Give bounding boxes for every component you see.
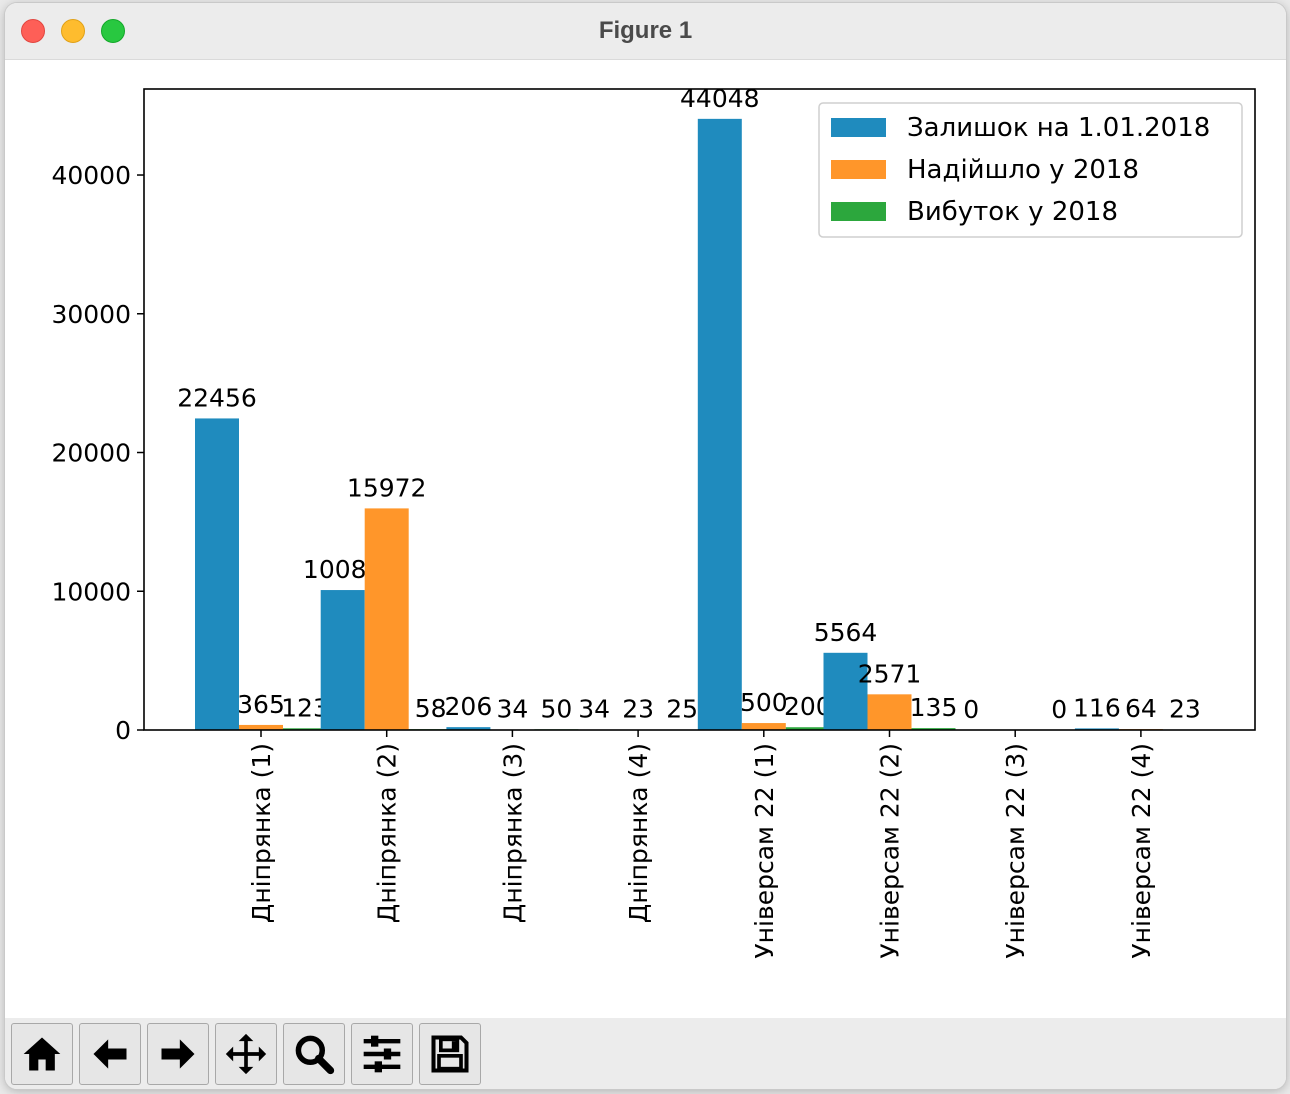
title-bar: Figure 1 [5, 3, 1286, 60]
bar-value-label: 50 [540, 694, 572, 723]
legend-swatch [831, 118, 886, 137]
forward-button[interactable] [147, 1023, 209, 1085]
bar-value-label: 23 [622, 695, 654, 724]
x-tick-label: Дніпрянка (1) [247, 743, 276, 923]
figure-window: Figure 1 0 10000 20000 30000 40000 22456 365 12… [5, 3, 1286, 1089]
bar [785, 727, 830, 730]
legend-label: Надійшло у 2018 [907, 155, 1139, 185]
x-tick-label: Дніпрянка (4) [624, 743, 653, 923]
legend-box [818, 102, 1243, 238]
y-tick-label: 20000 [51, 439, 131, 468]
move-icon [225, 1033, 267, 1075]
x-tick-label: Дніпрянка (3) [498, 743, 527, 923]
minimize-window-button[interactable] [61, 19, 85, 43]
bar-value-label: 0 [1051, 695, 1067, 724]
maximize-window-button[interactable] [101, 19, 125, 43]
bar [697, 118, 742, 730]
floppy-disk-icon [431, 1035, 469, 1073]
bar [823, 652, 868, 730]
bar [446, 727, 491, 730]
arrow-right-icon [161, 1039, 195, 1069]
bar [1074, 728, 1119, 730]
bar-value-label: 2571 [858, 659, 922, 688]
x-tick-label: Універсам 22 (3) [1001, 743, 1030, 959]
bar-value-label: 500 [740, 688, 788, 717]
y-tick-label: 30000 [51, 300, 131, 329]
bar-value-label: 34 [578, 695, 610, 724]
sliders-icon [363, 1035, 401, 1073]
bar-value-label: 34 [496, 695, 528, 724]
bar-value-label: 0 [963, 695, 979, 724]
bar-value-label: 25 [666, 695, 698, 724]
y-tick-label: 40000 [51, 161, 131, 190]
legend-swatch [831, 202, 886, 221]
bar-value-label: 22456 [177, 383, 257, 412]
close-window-button[interactable] [21, 19, 45, 43]
bar-chart: 01000020000300004000022456365123Дніпрянк… [51, 84, 1256, 959]
y-tick-label: 10000 [51, 577, 131, 606]
home-button[interactable] [11, 1023, 73, 1085]
bar-value-label: 58 [415, 694, 447, 723]
bar [741, 723, 786, 730]
magnifier-icon [295, 1035, 335, 1075]
bar [283, 728, 327, 730]
bar [195, 418, 239, 730]
y-tick-label: 0 [115, 716, 131, 745]
navigation-toolbar [5, 1018, 1286, 1089]
bar-value-label: 23 [1169, 695, 1201, 724]
bar-value-label: 64 [1125, 694, 1157, 723]
legend-swatch [831, 160, 886, 179]
bar-value-label: 5564 [814, 618, 878, 647]
home-icon [23, 1037, 61, 1071]
bar-value-label: 116 [1073, 693, 1121, 722]
x-tick-label: Універсам 22 (4) [1127, 743, 1156, 959]
bar-value-label: 206 [445, 692, 493, 721]
bar [867, 694, 912, 730]
bar [320, 590, 365, 730]
x-tick-label: Дніпрянка (2) [373, 743, 402, 923]
bar [239, 724, 283, 730]
legend-label: Залишок на 1.01.2018 [907, 113, 1210, 143]
bar [364, 508, 409, 730]
arrow-left-icon [93, 1039, 127, 1069]
configure-subplots-button[interactable] [351, 1023, 413, 1085]
bar-value-label: 365 [237, 690, 285, 719]
axes-frame [143, 88, 1256, 731]
save-button[interactable] [419, 1023, 481, 1085]
legend-label: Вибуток у 2018 [907, 197, 1118, 227]
back-button[interactable] [79, 1023, 141, 1085]
pan-button[interactable] [215, 1023, 277, 1085]
bar [911, 728, 956, 730]
x-tick-label: Універсам 22 (1) [750, 743, 779, 959]
window-title: Figure 1 [598, 17, 693, 44]
zoom-button[interactable] [283, 1023, 345, 1085]
x-tick-label: Універсам 22 (2) [876, 743, 905, 959]
bar-value-label: 15972 [347, 473, 427, 502]
bar-value-label: 135 [910, 693, 958, 722]
